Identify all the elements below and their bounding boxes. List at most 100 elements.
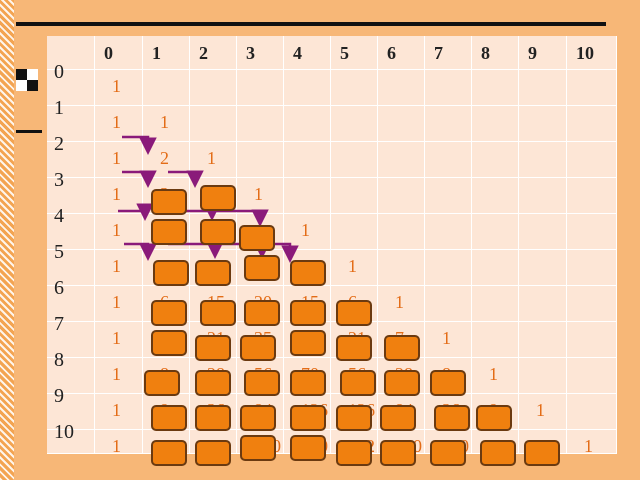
triangle-value: 1 [112,292,121,312]
cover-box [480,440,516,466]
table-cell [95,106,143,142]
row-header: 6 [54,277,64,299]
triangle-value: 1 [207,148,216,168]
column-header: 9 [528,43,537,63]
table-cell [519,178,567,214]
table-cell [567,358,617,394]
table-cell [47,322,95,358]
triangle-value: 1 [112,220,121,240]
table-cell [47,106,95,142]
triangle-value: 1 [348,256,357,276]
table-cell [237,142,284,178]
table-cell [519,214,567,250]
table-cell [47,250,95,286]
row-header: 5 [54,241,64,263]
table-cell [378,250,425,286]
table-cell [378,286,425,322]
column-header: 6 [387,43,396,63]
table-cell [472,286,519,322]
cover-box [195,260,231,286]
table-cell [519,250,567,286]
row-header: 3 [54,169,64,191]
table-cell [567,394,617,430]
table-cell [425,106,472,142]
row-header: 9 [54,385,64,407]
triangle-value: 1 [301,220,310,240]
cover-box [524,440,560,466]
title-rule [16,22,606,26]
row-header: 0 [54,61,64,83]
table-cell [190,70,237,106]
table-cell [472,36,519,70]
pascal-triangle-table: 0123456789100123456789101111211331146411… [47,36,617,455]
table-cell [237,36,284,70]
table-cell [331,106,378,142]
column-header: 7 [434,43,443,63]
cover-box [195,405,231,431]
decorative-dash [16,130,42,133]
table-cell [519,106,567,142]
table-cell [95,358,143,394]
table-cell [331,36,378,70]
table-cell [143,214,190,250]
cover-box [195,335,231,361]
cover-box [290,405,326,431]
table-cell [284,70,331,106]
table-cell [425,178,472,214]
triangle-value: 1 [536,400,545,420]
cover-box [290,330,326,356]
cover-box [336,335,372,361]
triangle-value: 1 [112,76,121,96]
cover-box [430,370,466,396]
table-cell [47,142,95,178]
table-cell [425,142,472,178]
table-cell [95,142,143,178]
table-cell [95,36,143,70]
table-cell [472,70,519,106]
triangle-value: 1 [112,112,121,132]
cover-box [244,300,280,326]
column-header: 1 [152,43,161,63]
table-cell [567,322,617,358]
cover-box [240,435,276,461]
table-cell [378,70,425,106]
column-header: 2 [199,43,208,63]
table-cell [425,286,472,322]
table-cell [331,250,378,286]
cover-box [240,335,276,361]
cover-box [244,370,280,396]
decorative-stripe [0,0,14,480]
cover-box [151,219,187,245]
table-cell [567,250,617,286]
table-cell [143,70,190,106]
triangle-value: 1 [112,148,121,168]
decorative-checker [16,69,38,91]
table-cell [472,106,519,142]
table-cell [95,70,143,106]
table-cell [95,250,143,286]
cover-box [290,370,326,396]
table-cell [567,214,617,250]
table-cell [47,358,95,394]
column-header: 10 [576,43,594,63]
column-header: 0 [104,43,113,63]
cover-box [380,405,416,431]
table-cell [47,70,95,106]
table-cell [143,106,190,142]
cover-box [244,255,280,281]
cover-box [336,440,372,466]
row-header: 8 [54,349,64,371]
cover-box [240,405,276,431]
table-cell [95,322,143,358]
table-cell [331,214,378,250]
cover-box [144,370,180,396]
triangle-value: 1 [112,400,121,420]
triangle-value: 1 [160,112,169,132]
triangle-value: 1 [395,292,404,312]
table-cell [47,430,95,454]
table-cell [284,322,331,358]
table-cell [472,142,519,178]
cover-box [151,189,187,215]
table-cell [378,142,425,178]
table-cell [472,214,519,250]
